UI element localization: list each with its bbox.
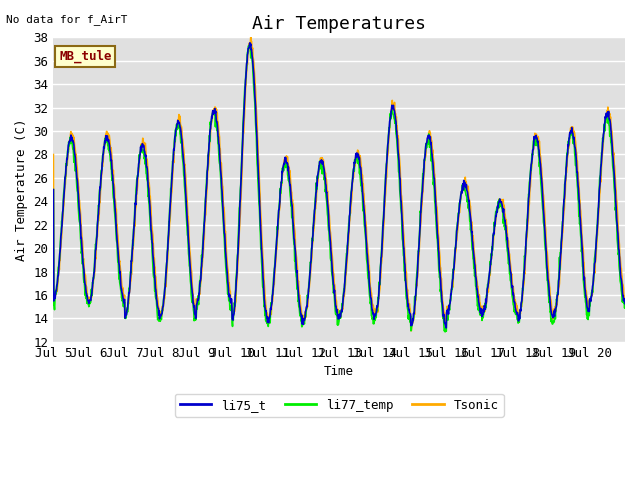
Text: No data for f_AirT: No data for f_AirT (6, 14, 128, 25)
Title: Air Temperatures: Air Temperatures (252, 15, 426, 33)
Text: MB_tule: MB_tule (59, 49, 111, 63)
Legend: li75_t, li77_temp, Tsonic: li75_t, li77_temp, Tsonic (175, 394, 504, 417)
Y-axis label: Air Temperature (C): Air Temperature (C) (15, 119, 28, 261)
X-axis label: Time: Time (324, 365, 354, 378)
